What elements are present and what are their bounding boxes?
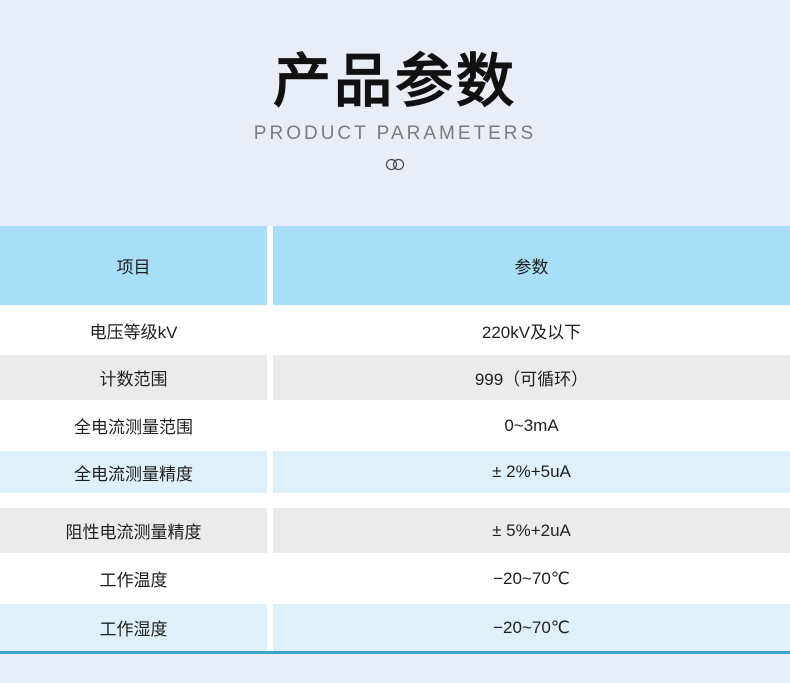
footer-band [0,654,790,683]
value-cell: 0~3mA [273,400,790,451]
table-row: 工作湿度 −20~70℃ [0,604,790,651]
table-header-row: 项目 参数 [0,226,790,305]
table-row: 工作温度 −20~70℃ [0,553,790,604]
table-row: 电压等级kV 220kV及以下 [0,305,790,355]
column-gap [267,355,273,400]
value-cell: −20~70℃ [273,553,790,604]
value-cell: ± 2%+5uA [273,451,790,493]
value-cell: 999（可循环） [273,355,790,400]
column-gap [267,226,273,305]
table-row: 计数范围 999（可循环） [0,355,790,400]
table-row: 全电流测量精度 ± 2%+5uA [0,451,790,493]
page-subtitle: PRODUCT PARAMETERS [253,122,537,144]
hero-section: 产品参数 PRODUCT PARAMETERS [0,0,790,226]
item-cell: 工作温度 [0,553,267,604]
row-spacer [0,493,790,508]
table-row: 阻性电流测量精度 ± 5%+2uA [0,508,790,553]
value-cell: 220kV及以下 [273,305,790,355]
value-cell: −20~70℃ [273,604,790,651]
column-gap [267,553,273,604]
column-gap [267,451,273,493]
value-cell: ± 5%+2uA [273,508,790,553]
page-title: 产品参数 [272,49,517,114]
overlapping-circles-icon [0,158,790,171]
item-cell: 电压等级kV [0,305,267,355]
header-value-cell: 参数 [273,226,790,305]
accent-divider [0,651,790,654]
item-cell: 工作湿度 [0,604,267,651]
item-cell: 全电流测量范围 [0,400,267,451]
item-cell: 计数范围 [0,355,267,400]
item-cell: 全电流测量精度 [0,451,267,493]
column-gap [267,400,273,451]
header-item-cell: 项目 [0,226,267,305]
column-gap [267,604,273,651]
column-gap [267,508,273,553]
column-gap [267,305,273,355]
table-row: 全电流测量范围 0~3mA [0,400,790,451]
item-cell: 阻性电流测量精度 [0,508,267,553]
spec-table: 项目 参数 电压等级kV 220kV及以下 计数范围 999（可循环） 全电流测… [0,226,790,651]
